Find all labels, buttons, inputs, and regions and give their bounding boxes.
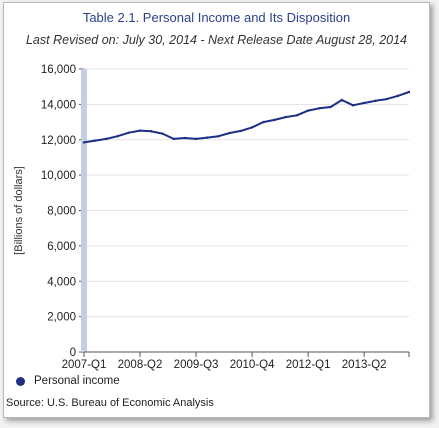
- x-tick-label: 2013-Q2: [342, 359, 387, 371]
- legend-label: Personal income: [34, 375, 120, 387]
- data-point: [250, 126, 254, 129]
- y-tick-label: 0: [70, 347, 76, 359]
- data-point: [396, 94, 399, 98]
- chart-card: Table 2.1. Personal Income and Its Dispo…: [3, 2, 430, 418]
- data-point: [116, 135, 119, 138]
- y-tick-label: 6,000: [47, 241, 76, 253]
- data-point: [172, 137, 175, 141]
- y-axis-band: [81, 69, 87, 352]
- data-point: [284, 115, 287, 119]
- x-tick-label: 2010-Q4: [230, 359, 275, 371]
- data-point: [105, 137, 108, 141]
- x-tick-label: 2009-Q3: [174, 359, 219, 371]
- data-point: [295, 114, 299, 117]
- chart-title: Table 2.1. Personal Income and Its Dispo…: [82, 10, 351, 25]
- y-tick-label: 16,000: [41, 64, 76, 76]
- data-point: [127, 131, 131, 134]
- source-note: Source: U.S. Bureau of Economic Analysis: [6, 397, 214, 409]
- legend[interactable]: Personal income: [16, 375, 120, 387]
- data-point: [374, 99, 377, 103]
- data-point: [329, 105, 332, 109]
- legend-marker: [16, 376, 25, 386]
- chart-subtitle: Last Revised on: July 30, 2014 - Next Re…: [25, 33, 408, 47]
- data-point: [318, 107, 321, 110]
- data-point: [351, 104, 355, 107]
- data-point: [161, 132, 164, 135]
- y-tick-label: 8,000: [47, 206, 76, 218]
- data-point: [82, 141, 86, 144]
- data-point: [183, 136, 187, 140]
- data-point: [94, 139, 97, 142]
- y-tick-label: 12,000: [41, 135, 76, 147]
- series-line-personal-income: [83, 91, 410, 144]
- data-point: [217, 135, 220, 138]
- data-point: [138, 129, 142, 132]
- data-point: [239, 129, 243, 133]
- data-point: [262, 120, 265, 124]
- data-point: [385, 97, 388, 101]
- data-point: [273, 118, 276, 122]
- data-point: [306, 109, 310, 112]
- y-tick-label: 2,000: [47, 312, 76, 324]
- y-tick-label: 14,000: [41, 99, 76, 111]
- data-point: [362, 101, 366, 105]
- data-point: [407, 90, 411, 94]
- data-point: [194, 137, 198, 141]
- x-tick-label: 2012-Q1: [286, 359, 331, 371]
- data-point: [206, 136, 209, 139]
- x-tick-label: 2008-Q2: [118, 359, 163, 371]
- data-point: [340, 98, 343, 102]
- y-tick-label: 10,000: [41, 170, 76, 182]
- x-tick-label: 2007-Q1: [62, 359, 107, 371]
- data-point: [228, 131, 231, 135]
- data-point: [150, 130, 153, 133]
- line-chart: 0 2,000 4,000 6,000 8,000 10,000 12,000 14,000 1…: [13, 64, 411, 371]
- y-tick-label: 4,000: [47, 276, 76, 288]
- y-axis-title: [Billions of dollars]: [13, 166, 25, 255]
